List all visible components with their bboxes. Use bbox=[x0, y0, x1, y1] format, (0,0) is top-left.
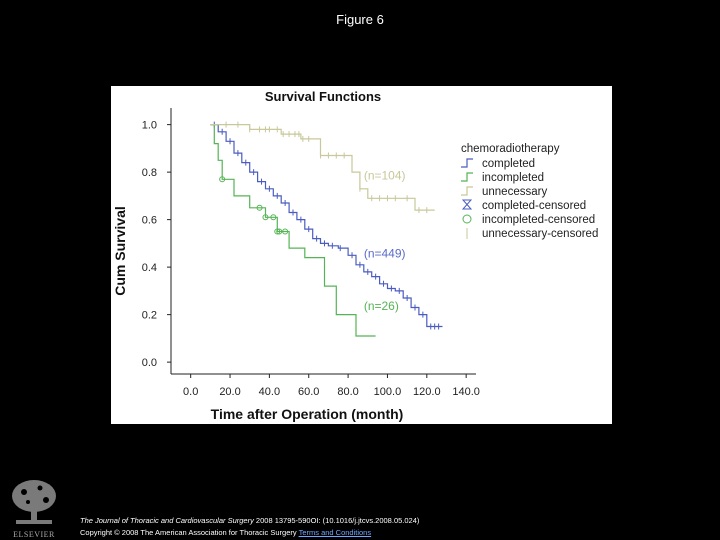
x-tick-label: 140.0 bbox=[452, 386, 480, 398]
legend-swatch bbox=[461, 199, 473, 210]
y-tick-label: 0.4 bbox=[142, 262, 157, 274]
x-tick-label: 80.0 bbox=[337, 386, 358, 398]
legend-label: incompleted-censored bbox=[482, 214, 595, 226]
journal-name: The Journal of Thoracic and Cardiovascul… bbox=[80, 516, 254, 525]
censor-mark-incompleted bbox=[219, 176, 226, 183]
y-tick-label: 0.6 bbox=[142, 215, 157, 227]
legend-swatch bbox=[462, 214, 472, 224]
censor-mark-incompleted bbox=[256, 204, 263, 211]
tree-icon bbox=[12, 480, 56, 524]
legend-label: incompleted bbox=[482, 172, 544, 184]
chart-panel: Survival Functions 0.0 0.2 0.4 0.6 0.8 1.0 0.0 2… bbox=[111, 86, 612, 424]
chart-title: Survival Functions bbox=[265, 89, 381, 104]
copyright-line: Copyright © 2008 The American Associatio… bbox=[80, 527, 419, 539]
annotation-label: (n=449) bbox=[364, 247, 406, 261]
citation-line: The Journal of Thoracic and Cardiovascul… bbox=[80, 515, 419, 527]
survival-chart: Survival Functions 0.0 0.2 0.4 0.6 0.8 1.0 0.0 2… bbox=[112, 89, 598, 422]
legend-swatch bbox=[461, 158, 473, 168]
legend-label: completed bbox=[482, 158, 535, 170]
y-tick-label: 0.0 bbox=[142, 357, 157, 369]
censor-mark-incompleted bbox=[282, 228, 289, 235]
x-tick-label: 20.0 bbox=[219, 386, 240, 398]
figure-title: Figure 6 bbox=[336, 12, 384, 27]
logo-text: ELSEVIER bbox=[13, 530, 55, 539]
legend-label: completed-censored bbox=[482, 200, 586, 212]
legend-label: unnecessary bbox=[482, 186, 547, 198]
legend-title: chemoradiotherapy bbox=[461, 143, 560, 155]
annotation-label: (n=104) bbox=[364, 168, 406, 182]
censor-mark-incompleted bbox=[262, 214, 269, 221]
y-tick-label: 0.8 bbox=[142, 167, 157, 179]
terms-link[interactable]: Terms and Conditions bbox=[298, 528, 372, 537]
annotation-label: (n=26) bbox=[364, 299, 399, 313]
censor-mark-incompleted bbox=[270, 214, 277, 221]
censor-mark-incompleted bbox=[276, 228, 283, 235]
legend-swatch bbox=[461, 186, 473, 196]
y-axis-label: Cum Survival bbox=[112, 206, 128, 295]
series-line-unnecessary bbox=[210, 124, 435, 211]
legend-swatch bbox=[461, 172, 473, 182]
series-line-incompleted bbox=[210, 124, 376, 337]
x-axis-label: Time after Operation (month) bbox=[211, 406, 404, 422]
legend-label: unnecessary-censored bbox=[482, 228, 598, 240]
copyright-text: Copyright © 2008 The American Associatio… bbox=[80, 528, 297, 537]
censor-mark-incompleted bbox=[274, 228, 281, 235]
citation-text: 2008 13795-590OI: (10.1016/j.jtcvs.2008.… bbox=[253, 516, 420, 525]
x-tick-label: 0.0 bbox=[183, 386, 198, 398]
elsevier-logo bbox=[6, 476, 62, 538]
series-line-completed bbox=[210, 124, 443, 328]
y-tick-label: 1.0 bbox=[142, 120, 157, 132]
footer: The Journal of Thoracic and Cardiovascul… bbox=[80, 515, 419, 539]
x-tick-label: 40.0 bbox=[259, 386, 280, 398]
x-tick-label: 120.0 bbox=[413, 386, 441, 398]
y-tick-label: 0.2 bbox=[142, 310, 157, 322]
x-tick-label: 60.0 bbox=[298, 386, 319, 398]
x-tick-label: 100.0 bbox=[374, 386, 402, 398]
